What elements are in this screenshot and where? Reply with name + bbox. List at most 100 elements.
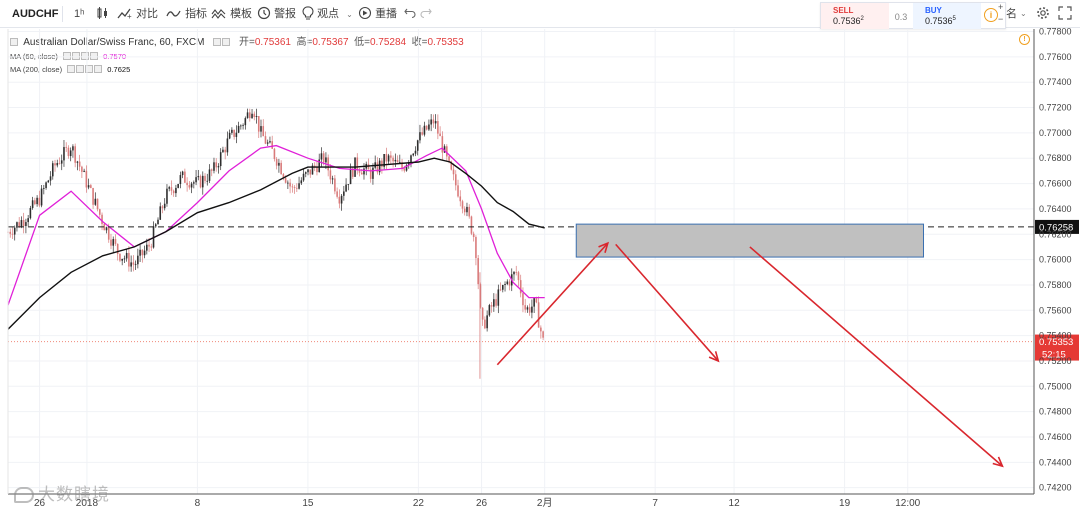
candle-body [83,170,85,172]
candle-body [327,157,329,171]
candle-body [542,331,544,338]
candle-body [9,231,12,234]
candle-body [242,125,244,126]
compare-button[interactable]: + 对比 [117,0,158,28]
candle-body [219,152,222,167]
candle-body [325,157,327,163]
candle-body [231,129,233,133]
candle-body [195,177,197,183]
chevron-down-icon[interactable]: ⌄ [1020,9,1027,18]
candle-body [170,187,173,191]
candle-body [240,125,242,127]
candle-body [148,244,150,247]
alert-icon [257,6,271,20]
candle-body [481,307,484,320]
candles-icon[interactable] [95,0,109,28]
candle-body [363,168,365,175]
candle-body [410,155,412,163]
candle-body [470,216,473,234]
candle-body [298,183,300,189]
candle-body [439,133,441,137]
candle-body [177,184,179,188]
symbol-label[interactable]: AUDCHF [12,8,59,20]
candle-body [125,252,128,259]
info-icon[interactable]: i [984,8,998,22]
candle-body [76,161,79,163]
candle-body [376,162,379,173]
candle-body [524,305,526,310]
info-icon[interactable]: ! [1019,34,1030,45]
candle-body [383,153,385,167]
zoom-out-button[interactable]: − [998,14,1004,24]
candle-body [204,175,206,181]
templates-button[interactable]: 模板 [211,0,252,28]
candle-body [103,224,106,231]
candle-body [110,239,112,246]
candle-body [11,233,14,235]
y-tick-label: 0.74600 [1039,432,1072,442]
replay-label: 重播 [375,8,398,20]
candle-body [137,255,139,265]
settings-icon[interactable] [222,38,231,46]
candle-body [141,249,144,256]
candle-body [522,293,524,306]
candle-body [472,233,475,238]
gear-icon[interactable] [1036,0,1050,28]
candle-body [463,208,466,213]
candle-body [87,185,90,188]
eye-icon[interactable] [213,38,222,46]
ma200-legend[interactable]: MA (200, close) 0.7625 [10,65,131,74]
candle-body [452,169,455,175]
chevron-down-icon: ⌄ [346,10,353,19]
candle-body [63,147,65,161]
candle-body [416,140,419,151]
candle-body [479,284,482,308]
candle-body [349,168,352,185]
candle-body [51,163,54,177]
x-tick-label: 15 [302,498,314,509]
candle-body [287,182,289,184]
candle-body [531,306,533,313]
candle-body [197,176,200,178]
trend-arrow-head [598,241,610,253]
candle-body [484,319,486,329]
indicators-button[interactable]: 指标 [166,0,207,28]
fullscreen-icon[interactable] [1058,0,1072,28]
candle-body [206,180,209,182]
replay-button[interactable]: 重播 [358,0,397,28]
x-tick-label: 22 [413,498,425,509]
watermark: 大数瞎境 [14,480,110,505]
ideas-button[interactable]: 观点 ⌄ [302,0,353,28]
bar-countdown: 52:15 [1042,350,1066,361]
undo-icon[interactable] [404,0,416,28]
zoom-in-button[interactable]: + [998,2,1004,12]
candle-body [385,153,388,162]
candle-body [296,187,298,189]
candle-body [36,197,38,205]
candle-body [540,327,542,332]
candle-body [495,299,497,306]
candle-body [430,119,432,125]
redo-icon[interactable] [420,0,432,28]
candle-body [65,147,68,148]
alert-button[interactable]: 警报 [257,0,296,28]
candle-body [273,148,276,160]
candle-body [143,250,146,256]
trend-arrows [496,241,1004,468]
x-tick-label: 12:00 [895,498,920,509]
candle-body [233,129,235,137]
account-label[interactable]: 名 [1006,8,1017,20]
candle-body [499,289,502,291]
candle-body [184,171,186,183]
interval-button[interactable]: 1ʰ [74,8,85,20]
candle-body [193,182,195,184]
candle-body [49,176,52,181]
candle-body [114,239,117,244]
candle-body [249,112,251,119]
candle-body [72,146,74,151]
candle-body [74,146,76,163]
collapse-icon[interactable] [10,38,18,46]
buy-button[interactable]: BUY 0.75365 [913,3,981,29]
sell-button[interactable]: SELL 0.75362 [821,3,889,29]
